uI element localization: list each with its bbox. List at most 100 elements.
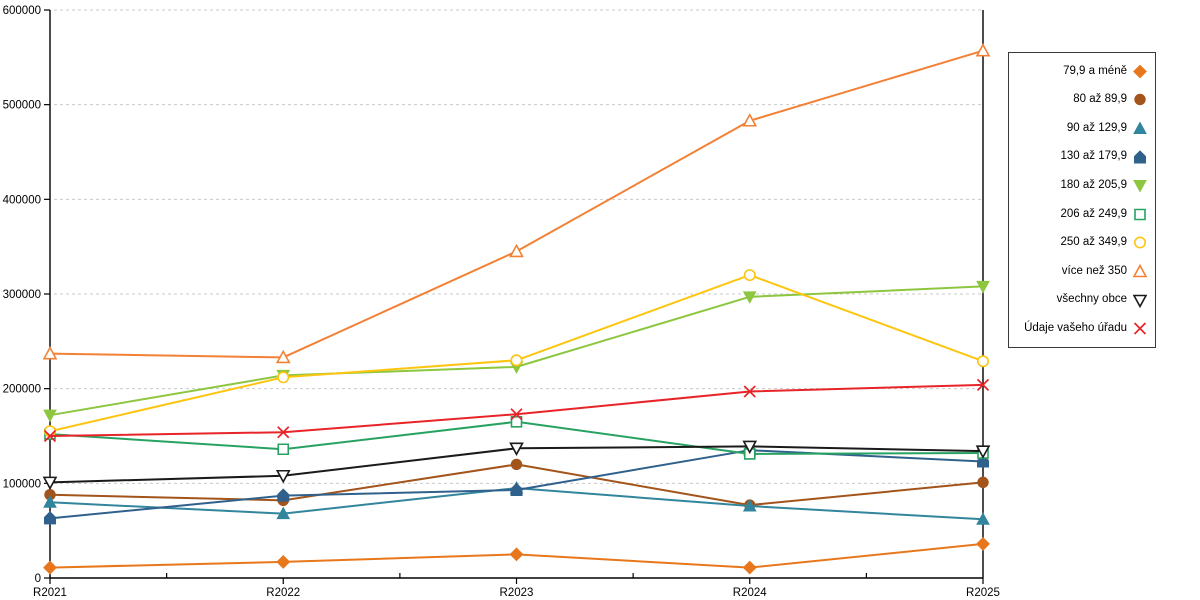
series-9 (42, 440, 991, 491)
y-axis-tick-label: 0 (35, 573, 41, 585)
y-axis-tick-label: 100000 (3, 478, 41, 490)
y-axis-tick-label: 300000 (3, 289, 41, 301)
data-point-marker (42, 345, 58, 360)
data-point-marker (509, 547, 524, 562)
data-point-marker (43, 560, 57, 575)
legend-item-7: 250 až 349,9 (1013, 235, 1148, 250)
data-point-marker (277, 371, 290, 384)
data-point-marker (509, 442, 524, 456)
legend-marker-icon (1134, 149, 1146, 164)
series-line (49, 49, 984, 359)
data-point-marker (976, 280, 990, 294)
data-point-marker (742, 560, 757, 575)
data-point-marker (510, 354, 523, 367)
data-point-marker (976, 512, 990, 525)
series-line (49, 383, 984, 437)
legend-marker-icon (1132, 294, 1148, 308)
x-axis-tick-label: R2024 (733, 587, 767, 599)
legend-marker-icon (1133, 322, 1147, 335)
legend-marker-icon (1134, 208, 1146, 221)
data-point-marker (277, 426, 290, 439)
y-axis-tick-label: 200000 (3, 384, 41, 396)
legend-marker-icon (1133, 121, 1147, 134)
legend-item-10: Údaje vašeho úřadu (1013, 321, 1148, 336)
legend-item-4: 130 až 179,9 (1013, 149, 1148, 165)
legend-marker-shape (1133, 322, 1147, 335)
data-point-marker (743, 385, 756, 398)
legend-marker-shape (1133, 180, 1147, 193)
data-point-marker (510, 482, 523, 496)
legend-item-2: 80 až 89,9 (1013, 92, 1148, 107)
legend-marker-shape (1134, 94, 1146, 106)
data-point-marker (743, 269, 756, 282)
series-line (49, 274, 984, 433)
legend-item-9: všechny obce (1013, 293, 1148, 308)
data-point-marker (275, 349, 291, 364)
legend-item-label: 79,9 a méně (1063, 64, 1127, 77)
data-point-marker (510, 408, 523, 421)
legend-item-6: 206 až 249,9 (1013, 207, 1148, 222)
series-10 (43, 378, 990, 443)
legend-marker-icon (1133, 64, 1147, 79)
data-point-marker (43, 495, 57, 508)
legend-item-label: 90 až 129,9 (1066, 121, 1127, 134)
legend-item-label: 130 až 179,9 (1060, 150, 1127, 163)
data-point-marker (275, 469, 291, 484)
data-point-marker (43, 409, 57, 423)
x-axis-tick-label: R2023 (500, 587, 534, 599)
data-point-marker (42, 476, 58, 491)
data-point-marker (742, 440, 758, 455)
legend-item-label: 250 až 349,9 (1060, 236, 1127, 249)
legend-marker-shape (1133, 121, 1147, 134)
data-point-marker (975, 445, 991, 459)
legend-item-3: 90 až 129,9 (1013, 121, 1148, 136)
data-point-marker (976, 378, 990, 391)
legend-marker-icon (1133, 180, 1147, 193)
y-axis-tick-label: 400000 (3, 194, 41, 206)
legend-item-1: 79,9 a méně (1013, 64, 1148, 79)
legend-marker-shape (1132, 294, 1148, 308)
data-point-marker (277, 488, 290, 502)
data-point-marker (976, 355, 989, 368)
series-7 (43, 269, 989, 438)
legend-item-label: 80 až 89,9 (1073, 93, 1127, 106)
x-axis-tick-label: R2022 (266, 587, 300, 599)
data-point-marker (509, 243, 524, 258)
legend-item-label: 206 až 249,9 (1060, 207, 1127, 220)
y-axis-tick-label: 600000 (3, 5, 41, 17)
legend-marker-shape (1133, 64, 1147, 79)
data-point-marker (43, 429, 57, 443)
data-point-marker (742, 291, 757, 304)
legend-marker-shape (1132, 263, 1148, 278)
data-point-marker (742, 113, 758, 127)
x-axis-tick-label: R2021 (33, 587, 67, 599)
series-line (49, 285, 984, 417)
data-point-marker (977, 476, 989, 489)
legend-item-5: 180 až 205,9 (1013, 178, 1148, 193)
data-point-marker (277, 443, 290, 456)
data-point-marker (976, 537, 990, 551)
legend: 79,9 a méně 80 až 89,9 90 až 129,9 130 až 1… (1008, 52, 1156, 348)
legend-marker-icon (1134, 94, 1146, 106)
legend-marker-shape (1134, 149, 1146, 164)
y-axis-tick-label: 500000 (3, 100, 41, 112)
series-8 (42, 43, 991, 364)
data-point-marker (742, 499, 757, 512)
legend-marker-icon (1132, 263, 1148, 278)
legend-item-label: více než 350 (1061, 264, 1127, 277)
legend-item-8: více než 350 (1013, 263, 1148, 279)
data-point-marker (44, 511, 56, 525)
data-point-marker (975, 43, 991, 57)
series-1 (43, 537, 990, 575)
x-axis-tick-label: R2025 (966, 587, 1000, 599)
data-point-marker (276, 554, 291, 569)
legend-marker-icon (1134, 236, 1146, 249)
legend-marker-shape (1134, 208, 1146, 221)
data-point-marker (510, 458, 523, 471)
legend-marker-shape (1134, 236, 1146, 249)
data-point-marker (276, 506, 291, 520)
legend-item-label: Údaje vašeho úřadu (1024, 321, 1127, 334)
legend-item-label: všechny obce (1056, 293, 1127, 306)
